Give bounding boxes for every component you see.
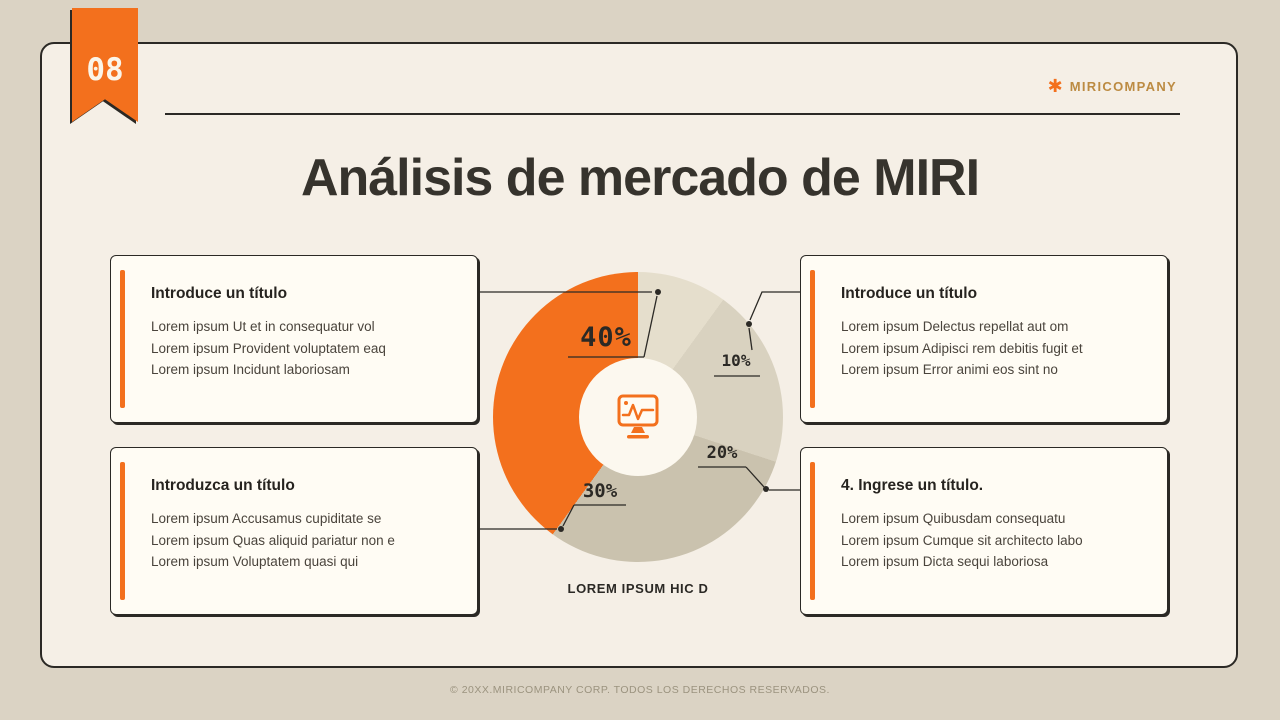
pct-label-30: 30% xyxy=(582,480,618,502)
pct-label-20: 20% xyxy=(706,443,738,463)
accent-bar xyxy=(810,462,815,600)
card-body-line: Lorem ipsum Provident voluptatem eaq xyxy=(151,340,386,356)
slide-title: Análisis de mercado de MIRI xyxy=(300,149,980,207)
card-title: 4. Ingrese un título. xyxy=(841,477,984,494)
card-body-line: Lorem ipsum Error animi eos sint no xyxy=(841,362,1058,377)
card-body-line: Lorem ipsum Adipisci rem debitis fugit e… xyxy=(841,340,1083,356)
donut-chart xyxy=(493,272,783,562)
card-title: Introduce un título xyxy=(841,285,978,302)
monitor-chart-icon xyxy=(617,394,659,439)
card-bottom-left: Introduzca un título Lorem ipsum Accusam… xyxy=(110,447,478,615)
card-body-line: Lorem ipsum Ut et in consequatur vol xyxy=(151,319,375,334)
accent-bar xyxy=(120,270,125,408)
card-body-line: Lorem ipsum Accusamus cupiditate se xyxy=(151,511,382,526)
page-ribbon: 08 xyxy=(72,8,138,122)
page-number: 08 xyxy=(86,52,124,88)
logo-icon: ✱ xyxy=(1047,76,1063,96)
card-body-line: Lorem ipsum Delectus repellat aut om xyxy=(841,319,1069,334)
accent-bar xyxy=(810,270,815,408)
card-body-line: Lorem ipsum Cumque sit architecto labo xyxy=(841,532,1083,548)
card-body-line: Lorem ipsum Quas aliquid pariatur non e xyxy=(151,532,395,548)
card-top-left: Introduce un título Lorem ipsum Ut et in… xyxy=(110,255,478,423)
pct-label-10: 10% xyxy=(721,351,751,370)
card-body-line: Lorem ipsum Voluptatem quasi qui xyxy=(151,554,359,569)
card-body-line: Lorem ipsum Incidunt laboriosam xyxy=(151,362,350,377)
card-bottom-right: 4. Ingrese un título. Lorem ipsum Quibus… xyxy=(800,447,1168,615)
header-rule xyxy=(165,113,1180,115)
card-title: Introduce un título xyxy=(151,285,288,302)
chart-center xyxy=(579,358,697,476)
footer-text: © 20XX.MIRICOMPANY CORP. TODOS LOS DEREC… xyxy=(450,684,830,696)
logo: ✱ MIRICOMPANY xyxy=(1048,77,1177,95)
card-body-line: Lorem ipsum Dicta sequi laboriosa xyxy=(841,554,1049,569)
card-body-line: Lorem ipsum Quibusdam consequatu xyxy=(841,511,1066,526)
card-top-right: Introduce un título Lorem ipsum Delectus… xyxy=(800,255,1168,423)
accent-bar xyxy=(120,462,125,600)
pct-label-40: 40% xyxy=(580,322,632,353)
logo-text: MIRICOMPANY xyxy=(1069,78,1177,94)
card-title: Introduzca un título xyxy=(151,477,295,494)
chart-caption: LOREM IPSUM HIC D xyxy=(567,581,709,596)
